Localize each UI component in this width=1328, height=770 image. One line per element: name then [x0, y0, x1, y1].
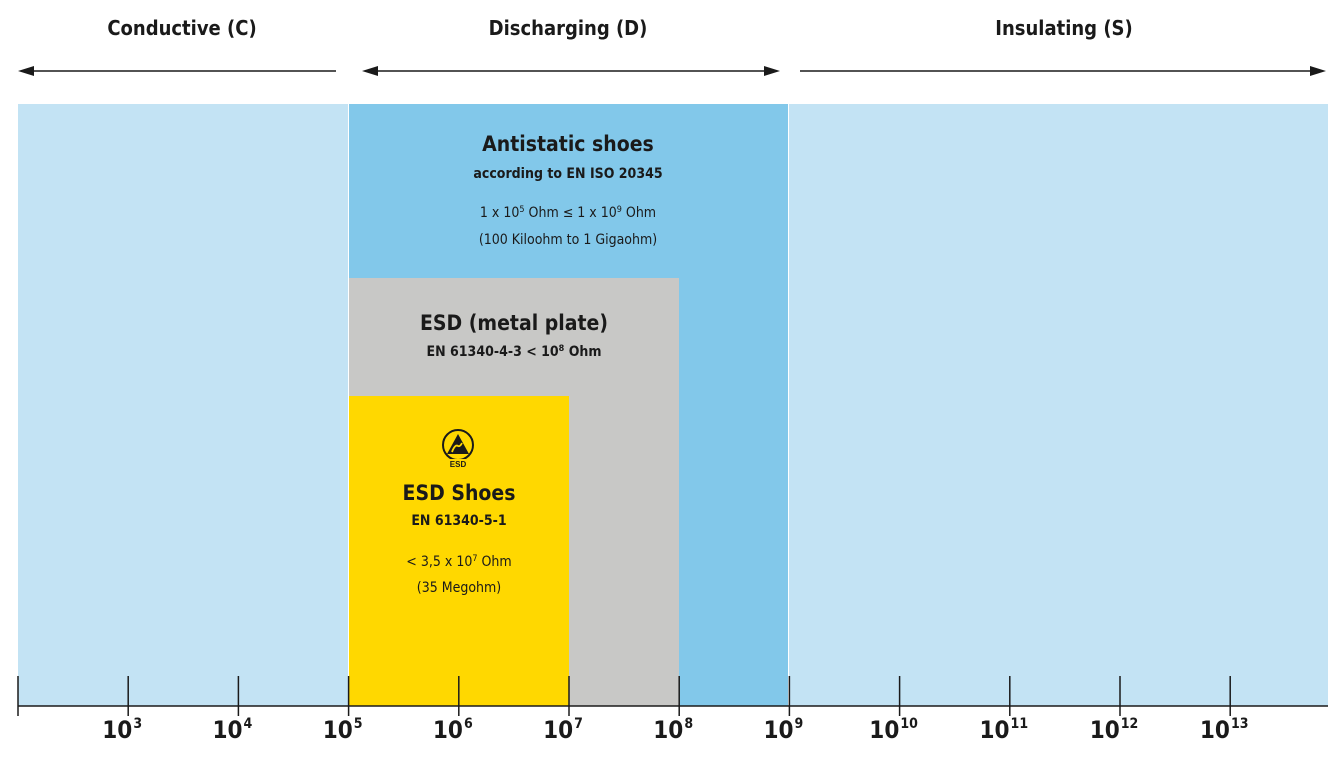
- axis-tick-label: 1012: [1089, 716, 1139, 744]
- axis-tick-label: 105: [322, 716, 363, 744]
- antistatic-range: 1 x 105 Ohm ≤ 1 x 109 Ohm: [479, 205, 657, 221]
- axis-tick-label: 109: [763, 716, 804, 744]
- axis-tick-label: 104: [212, 716, 253, 744]
- conductive-band: [18, 104, 348, 706]
- axis-ticks: [17, 676, 1231, 716]
- esd-plate-standard: EN 61340-4-3 < 108 Ohm: [426, 344, 602, 360]
- axis-tick-label: 108: [653, 716, 694, 744]
- esd-shoes-value: < 3,5 x 107 Ohm: [406, 554, 512, 570]
- antistatic-range-words: (100 Kiloohm to 1 Gigaohm): [478, 232, 658, 248]
- esd-logo-icon: ESD: [442, 429, 474, 469]
- resistance-axis: [17, 676, 1328, 716]
- esd-shoes-title: ESD Shoes: [402, 481, 516, 505]
- axis-tick-label: 1013: [1199, 716, 1249, 744]
- zone-title-discharging: Discharging (D): [488, 16, 648, 40]
- antistatic-standard: according to EN ISO 20345: [473, 166, 663, 182]
- discharging-arrow: [362, 66, 780, 76]
- esd-logo-text: ESD: [450, 460, 467, 469]
- conductive-arrow: [18, 66, 336, 76]
- esd-plate-title: ESD (metal plate): [420, 311, 608, 335]
- axis-tick-label: 107: [543, 716, 583, 744]
- zone-title-insulating: Insulating (S): [995, 16, 1133, 40]
- esd-shoes-value-words: (35 Megohm): [416, 580, 502, 596]
- insulating-band: [789, 104, 1328, 706]
- antistatic-title: Antistatic shoes: [482, 132, 654, 156]
- esd-shoes-standard: EN 61340-5-1: [411, 513, 507, 529]
- zone-title-conductive: Conductive (C): [107, 16, 257, 40]
- insulating-arrow: [800, 66, 1326, 76]
- axis-tick-label: 1010: [869, 716, 918, 744]
- axis-tick-label: 103: [102, 716, 143, 744]
- axis-tick-label: 106: [432, 716, 473, 744]
- zone-arrows: [18, 66, 1326, 76]
- axis-tick-label: 1011: [979, 716, 1029, 744]
